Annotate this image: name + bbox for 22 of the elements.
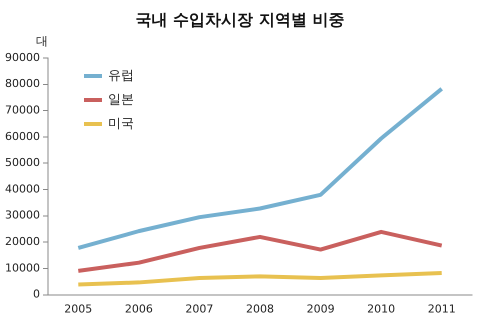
x-tick-label: 2006 [124,302,153,316]
chart-title: 국내 수입차시장 지역별 비중 [134,9,346,31]
y-tick-label: 40000 [4,182,40,196]
y-tick-label: 50000 [4,156,40,170]
y-tick-label: 60000 [4,130,40,143]
y-tick-label: 30000 [4,208,40,222]
legend-label: 일본 [108,92,134,108]
x-tick-label: 2008 [246,302,274,316]
y-tick-label: 90000 [4,50,40,64]
x-tick-label: 2007 [185,302,214,316]
x-tick-label: 2011 [428,302,456,316]
legend-label: 유럽 [108,68,134,84]
y-tick-label: 20000 [4,235,40,248]
y-tick-label: 0 [32,288,40,301]
y-axis-title: 대 [36,34,48,48]
x-tick-label: 2010 [367,302,396,316]
y-tick-label: 10000 [4,261,40,274]
legend-label: 미국 [108,116,134,132]
x-tick-label: 2009 [306,302,335,316]
x-tick-label: 2005 [64,302,92,316]
y-tick-label: 70000 [4,103,40,116]
y-tick-label: 80000 [4,77,40,90]
